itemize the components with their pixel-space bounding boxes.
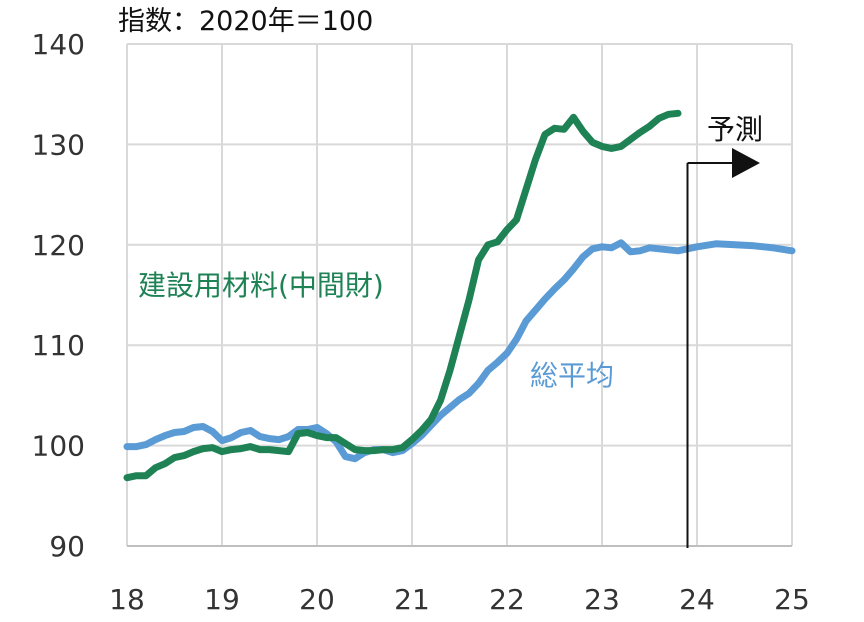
x-axis-tick-labels: 18 19 20 21 22 23 24 25	[109, 583, 810, 616]
y-axis-tick-labels: 90 100 110 120 130 140	[32, 28, 85, 563]
y-tick-label: 120	[32, 229, 85, 262]
forecast-label: 予測	[707, 113, 763, 146]
x-tick-label: 25	[774, 583, 810, 616]
x-tick-label: 22	[489, 583, 525, 616]
y-axis-unit-label: 指数：2020年＝100	[118, 6, 373, 37]
forecast-arrow-head	[732, 148, 760, 178]
y-tick-label: 130	[32, 128, 85, 161]
y-tick-label: 110	[32, 329, 85, 362]
grid-lines	[126, 43, 793, 547]
series-layer	[123, 109, 796, 482]
x-tick-label: 24	[679, 583, 715, 616]
series-label-overall-average: 総平均	[530, 359, 614, 392]
y-tick-label: 100	[32, 430, 85, 463]
y-tick-label: 140	[32, 28, 85, 61]
series-line-1	[123, 239, 796, 463]
x-tick-label: 21	[394, 583, 430, 616]
forecast-marker	[686, 148, 760, 548]
y-tick-label: 90	[49, 530, 85, 563]
x-tick-label: 20	[299, 583, 335, 616]
series-label-construction-materials: 建設用材料(中間財)	[138, 269, 384, 302]
x-tick-label: 23	[584, 583, 620, 616]
x-tick-label: 19	[204, 583, 240, 616]
x-tick-label: 18	[109, 583, 145, 616]
series-line-0	[123, 109, 682, 482]
